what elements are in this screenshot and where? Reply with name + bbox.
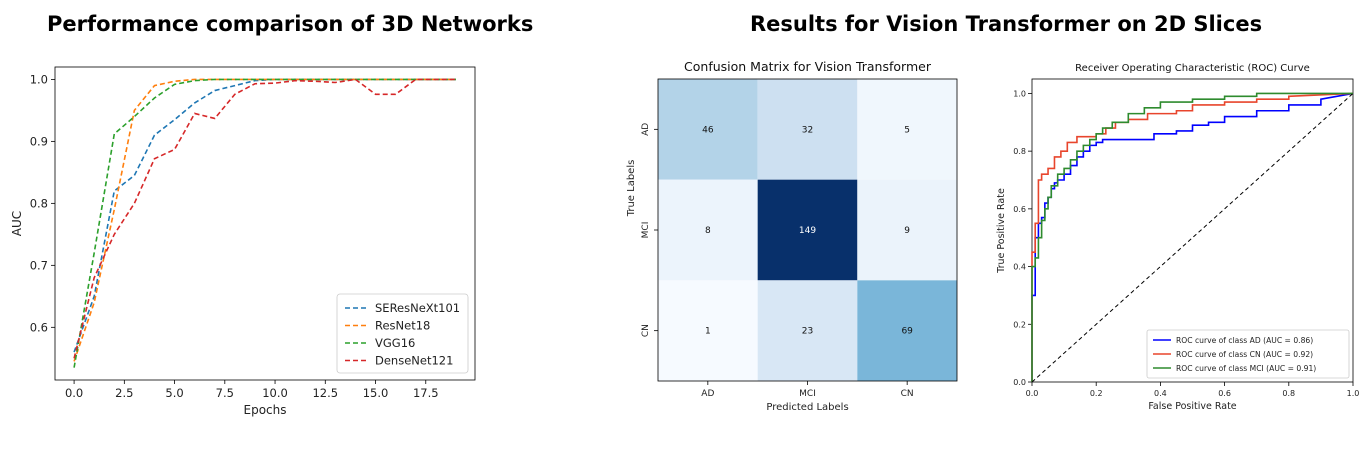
x-tick-label: 0.0 [65, 386, 83, 400]
roc-title: Receiver Operating Characteristic (ROC) … [1075, 63, 1310, 74]
cm-cell-value: 1 [705, 327, 711, 337]
y-axis-label: AUC [10, 211, 24, 236]
x-tick-label: 0.0 [1026, 389, 1039, 398]
y-tick-label: MCI [641, 222, 651, 239]
cm-cell [757, 79, 858, 180]
legend-label: VGG16 [375, 336, 415, 350]
x-tick-label: 0.6 [1218, 389, 1231, 398]
cm-cell [857, 179, 957, 281]
y-tick-label: 1.0 [30, 72, 48, 86]
plot-frame [54, 66, 476, 381]
auc-line-chart: 0.0 2.5 5.0 7.5 10.0 12.5 15.0 17.5 0.6 0.7 0.8 0.9… [10, 66, 476, 417]
legend-label: ROC curve of class MCI (AUC = 0.91) [1176, 364, 1316, 373]
x-tick-label: 2.5 [115, 386, 133, 400]
series-line-densenet121 [73, 78, 456, 359]
y-tick-label: 0.2 [1013, 320, 1026, 329]
y-tick-label: 0.6 [30, 320, 48, 334]
x-tick-label: 0.8 [1282, 389, 1295, 398]
legend-label: DenseNet121 [375, 354, 453, 368]
confusion-matrix-chart: Confusion Matrix for Vision Transformer 4… [626, 59, 958, 413]
y-tick-label: 0.9 [30, 134, 48, 148]
y-axis-label: True Labels [626, 160, 637, 218]
y-tick-label: AD [641, 123, 651, 136]
y-tick-label: 1.0 [1013, 89, 1026, 98]
legend-box [1146, 329, 1350, 379]
y-tick-label: 0.6 [1013, 205, 1026, 214]
y-tick-label: 0.0 [1013, 378, 1026, 387]
x-tick-label: 5.0 [165, 386, 183, 400]
cm-cell [757, 179, 858, 281]
legend-label: ROC curve of class AD (AUC = 0.86) [1176, 336, 1313, 345]
legend-label: ResNet18 [375, 319, 430, 333]
x-axis-label: Epochs [244, 403, 287, 417]
x-tick-label: 15.0 [363, 386, 389, 400]
legend-box [336, 293, 469, 374]
x-tick-label: 10.0 [262, 386, 288, 400]
roc-frame [1031, 78, 1354, 383]
cm-cell [658, 79, 758, 180]
x-tick-label: 1.0 [1347, 389, 1360, 398]
y-tick-label: 0.8 [30, 196, 48, 210]
x-axis-label: False Positive Rate [1148, 401, 1236, 412]
series-line-vgg16 [73, 78, 456, 368]
cm-cell-value: 32 [802, 125, 813, 135]
left-heading: Performance comparison of 3D Networks [47, 12, 534, 36]
x-tick-label: MCI [799, 389, 816, 399]
cm-cell-value: 8 [705, 226, 711, 236]
series-line-resnet18 [73, 78, 456, 362]
cm-cell-value: 23 [802, 327, 813, 337]
cm-cell [857, 280, 957, 381]
y-tick-label: CN [641, 324, 651, 337]
x-tick-label: 12.5 [312, 386, 338, 400]
roc-curve-chart: Receiver Operating Characteristic (ROC) … [996, 63, 1360, 412]
y-tick-label: 0.8 [1013, 147, 1026, 156]
cm-cell-value: 46 [702, 125, 714, 135]
roc-series-line [1031, 92, 1353, 382]
cm-cell [658, 280, 758, 381]
cm-cell-value: 149 [799, 226, 816, 236]
cm-cell-value: 9 [904, 226, 910, 236]
x-tick-label: AD [701, 389, 714, 399]
right-heading: Results for Vision Transformer on 2D Sli… [750, 12, 1263, 36]
x-axis-label: Predicted Labels [766, 402, 848, 413]
y-tick-label: 0.4 [1013, 263, 1026, 272]
x-tick-label: 0.2 [1090, 389, 1103, 398]
cm-cell [757, 280, 858, 381]
y-tick-label: 0.7 [30, 258, 48, 272]
x-tick-label: 7.5 [216, 386, 234, 400]
legend-label: SEResNeXt101 [375, 301, 460, 315]
cm-cell [857, 79, 957, 180]
x-tick-label: 17.5 [413, 386, 439, 400]
x-tick-label: CN [901, 389, 914, 399]
cm-cell [658, 179, 758, 281]
legend-label: ROC curve of class CN (AUC = 0.92) [1176, 350, 1313, 359]
cm-cell-value: 5 [904, 125, 910, 135]
cm-cell-value: 69 [901, 327, 913, 337]
x-tick-label: 0.4 [1154, 389, 1167, 398]
y-axis-label: True Positive Rate [996, 188, 1007, 274]
chance-diagonal-line [1031, 93, 1354, 383]
cm-title: Confusion Matrix for Vision Transformer [684, 59, 932, 74]
